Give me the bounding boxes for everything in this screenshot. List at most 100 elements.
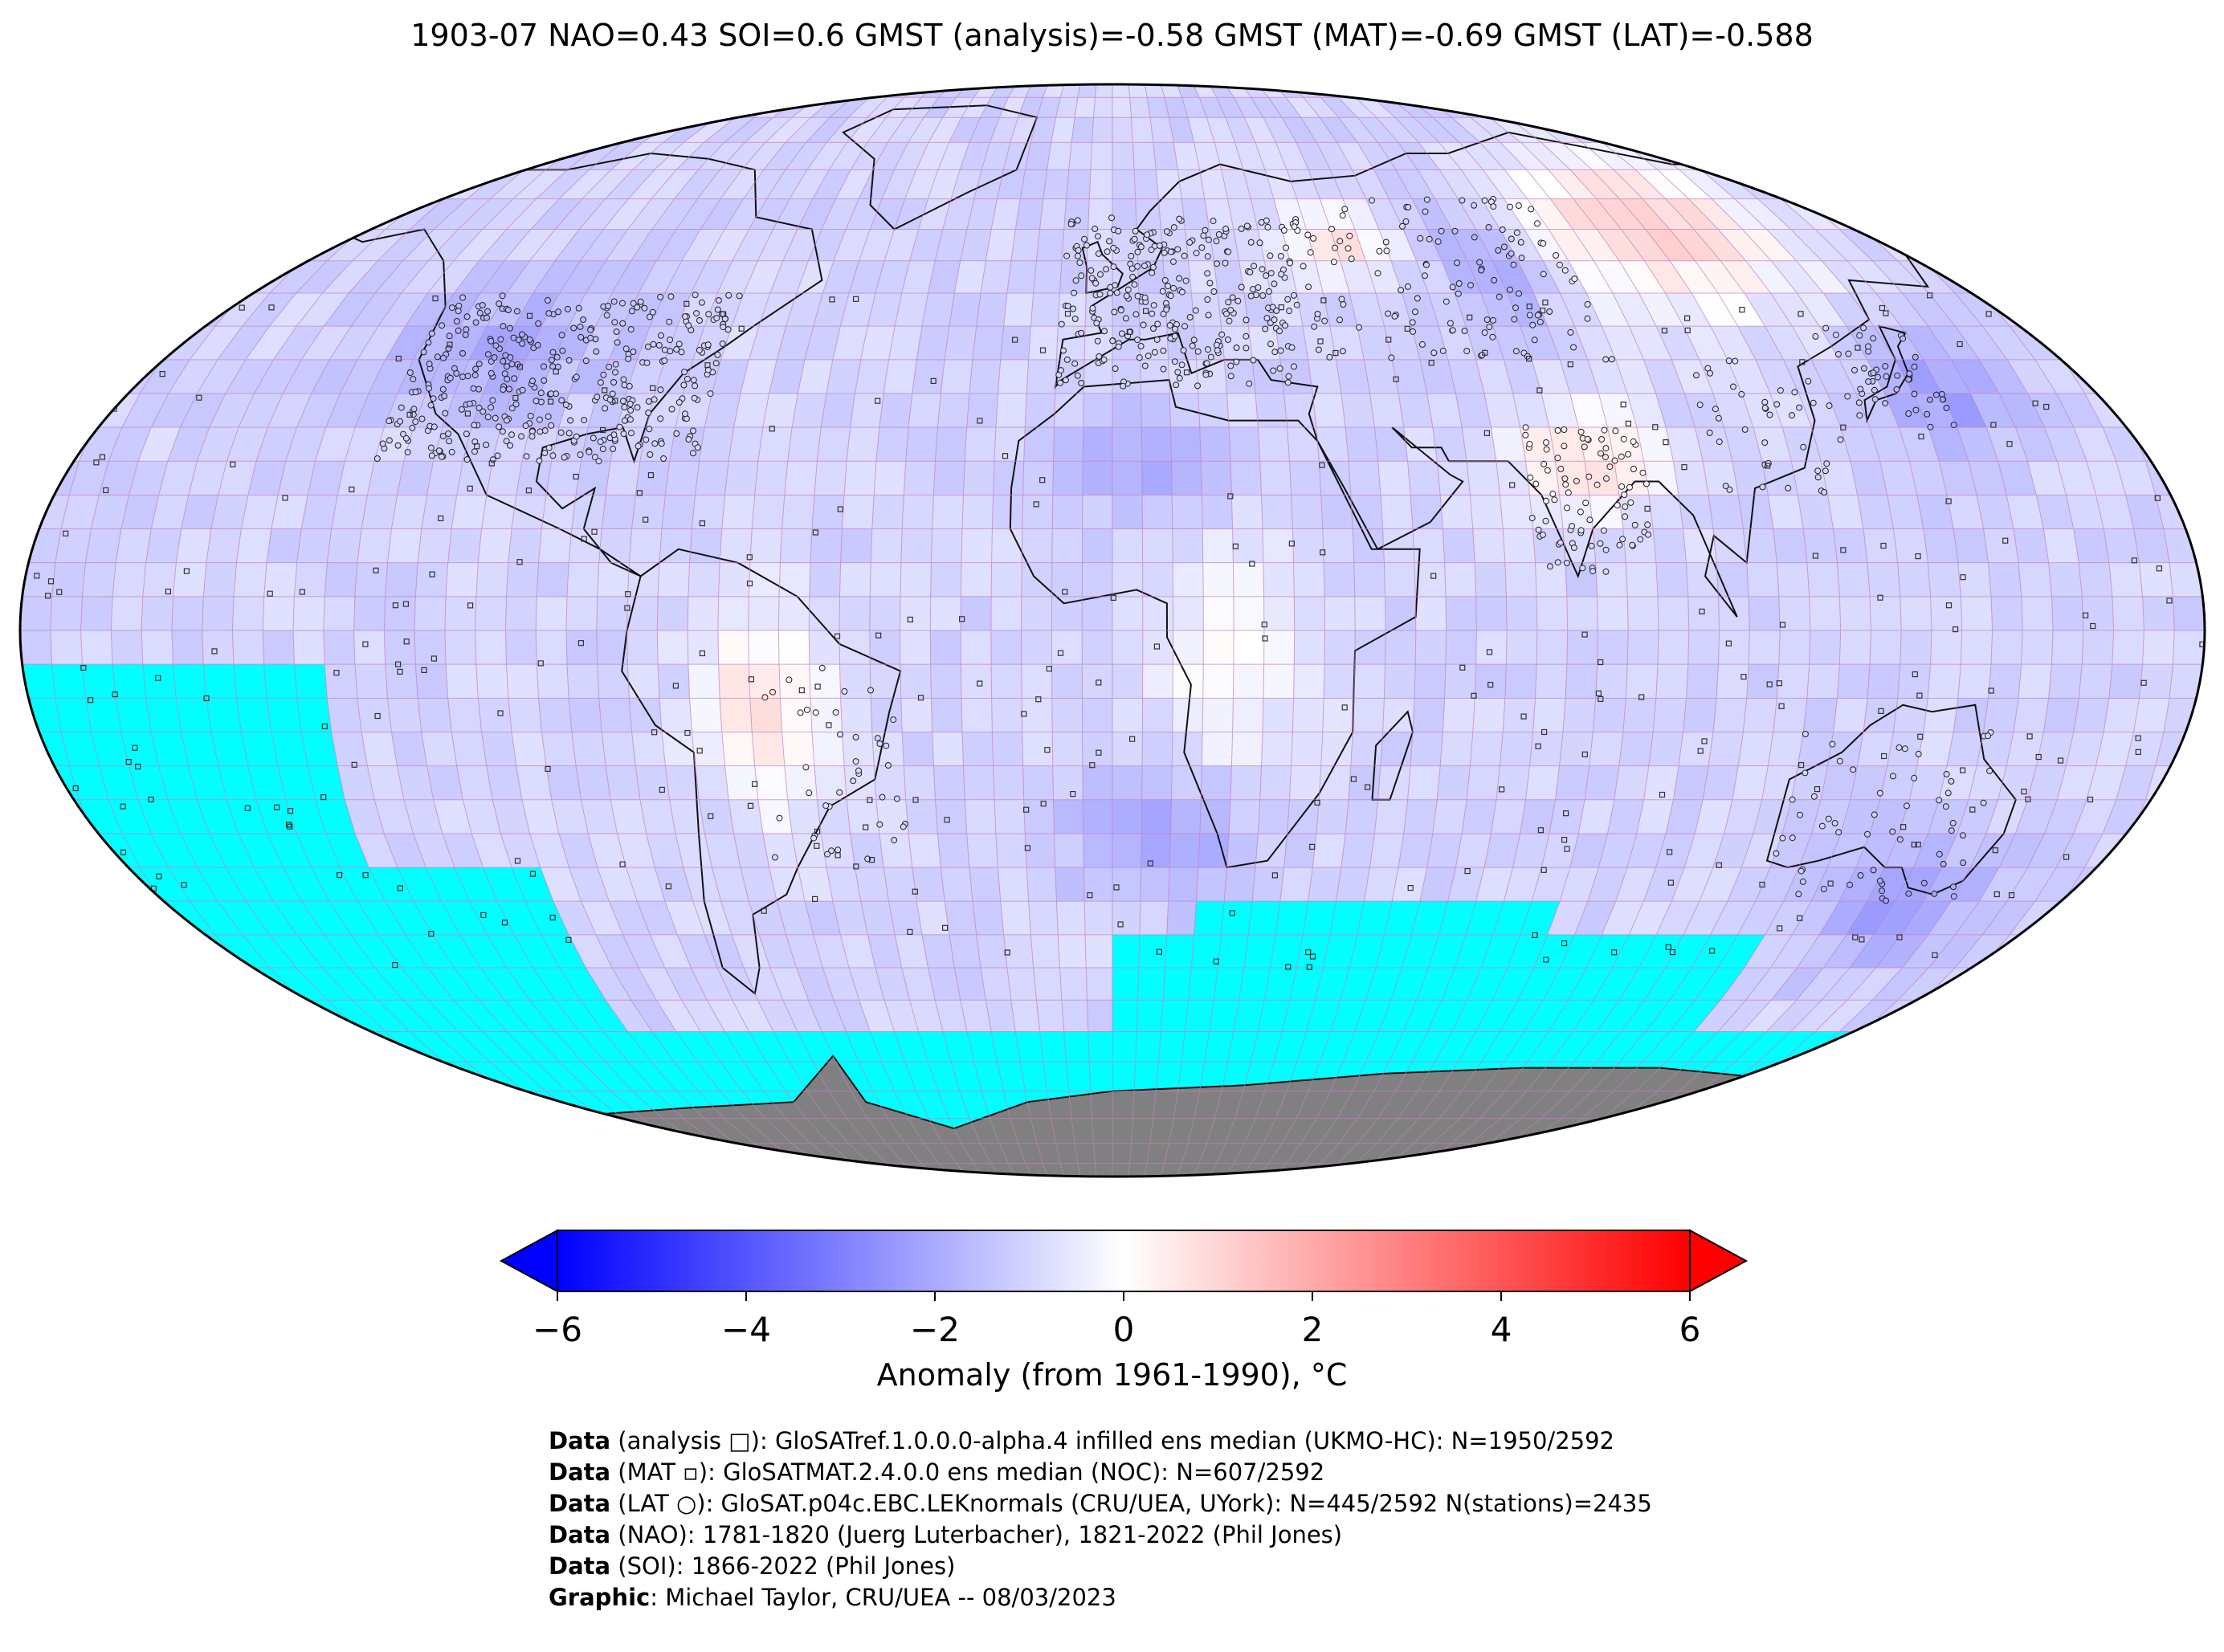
grid-cell: [541, 732, 577, 766]
grid-cell: [1324, 664, 1355, 699]
grid-cell: [1340, 968, 1376, 1001]
grid-cell: [1777, 562, 1810, 597]
grid-cell: [214, 934, 270, 968]
grid-cell: [867, 934, 902, 968]
grid-cell: [969, 359, 1001, 394]
grid-cell: [451, 495, 487, 529]
grid-cell: [1170, 799, 1202, 834]
grid-cell: [197, 427, 239, 462]
grid-cell: [345, 427, 385, 462]
grid-cell: [311, 359, 357, 394]
grid-cell: [1961, 630, 1993, 665]
grid-cell: [239, 393, 284, 427]
grid-cell: [1643, 765, 1679, 800]
grid-cell: [2006, 495, 2044, 529]
grid-cell: [1666, 427, 1704, 462]
grid-cell: [1957, 664, 1991, 699]
grid-cell: [1375, 934, 1412, 968]
grid-cell: [1414, 664, 1446, 699]
grid-cell: [1746, 664, 1779, 699]
grid-cell: [2021, 596, 2054, 630]
grid-cell: [1796, 968, 1850, 1001]
grid-cell: [2125, 732, 2164, 766]
grid-cell: [1443, 528, 1475, 563]
grid-cell: [1928, 562, 1961, 597]
grid-cell: [384, 596, 416, 630]
grid-cell: [1850, 461, 1887, 496]
grid-cell: [1713, 698, 1747, 732]
grid-cell: [732, 1000, 773, 1032]
grid-cell: [141, 596, 173, 630]
grid-cell: [1525, 765, 1560, 800]
grid-cell: [1412, 1031, 1452, 1063]
grid-cell: [2095, 495, 2134, 529]
grid-cell: [1870, 596, 1902, 630]
grid-cell: [733, 393, 769, 427]
grid-cell: [1586, 934, 1630, 968]
grid-cell: [1738, 495, 1773, 529]
grid-cell: [732, 934, 770, 968]
grid-cell: [324, 934, 375, 968]
grid-cell: [1432, 799, 1467, 834]
grid-cell: [712, 359, 749, 394]
grid-cell: [254, 359, 302, 394]
grid-cell: [1134, 1062, 1159, 1091]
grid-cell: [1320, 495, 1353, 529]
grid-cell: [1411, 901, 1448, 935]
grid-cell: [904, 765, 936, 800]
grid-cell: [1112, 630, 1143, 665]
grid-cell: [1798, 495, 1834, 529]
grid-cell: [1840, 427, 1880, 462]
grid-cell: [537, 664, 569, 699]
grid-cell: [1231, 732, 1263, 766]
grid-cell: [234, 664, 267, 699]
grid-cell: [190, 326, 243, 360]
grid-cell: [928, 968, 961, 1001]
grid-cell: [875, 799, 909, 834]
grid-cell: [1744, 934, 1793, 968]
grid-cell: [1353, 528, 1385, 563]
grid-cell: [1232, 698, 1263, 732]
grid-cell: [798, 359, 833, 394]
grid-cell: [1324, 562, 1355, 597]
grid-cell: [1426, 393, 1463, 427]
grid-cell: [998, 867, 1029, 902]
grid-cell: [492, 799, 530, 834]
grid-cell: [1566, 630, 1598, 665]
grid-cell: [1444, 562, 1476, 597]
grid-cell: [1720, 968, 1771, 1001]
grid-cell: [1783, 359, 1828, 394]
grid-cell: [1382, 528, 1414, 563]
grid-cell: [905, 427, 938, 462]
grid-cell: [514, 934, 560, 968]
grid-cell: [1329, 901, 1365, 935]
grid-cell: [581, 799, 618, 834]
grid-cell: [1161, 1000, 1189, 1032]
grid-cell: [55, 698, 92, 732]
grid-cell: [176, 698, 211, 732]
grid-cell: [226, 359, 274, 394]
grid-cell: [254, 867, 302, 902]
grid-cell: [1141, 765, 1173, 800]
grid-cell: [1458, 1031, 1500, 1063]
colorbar-bar: [557, 1230, 1691, 1292]
grid-cell: [2048, 562, 2083, 597]
grid-cell: [1221, 901, 1253, 935]
grid-cell: [1112, 528, 1143, 563]
grid-cell: [875, 427, 909, 462]
grid-cell: [1202, 495, 1233, 529]
grid-cell: [357, 326, 406, 360]
colorbar: −6 −4 −2 0 2 4 6: [499, 1229, 1749, 1349]
grid-cell: [1857, 732, 1894, 766]
grid-cell: [1686, 664, 1719, 699]
grid-cell: [1679, 732, 1713, 766]
grid-cell: [69, 461, 109, 496]
grid-cell: [961, 664, 992, 699]
grid-cell: [1746, 562, 1779, 597]
grid-cell: [538, 698, 572, 732]
grid-cell: [1083, 427, 1112, 462]
grid-cell: [1022, 495, 1053, 529]
grid-cell: [1655, 664, 1688, 699]
grid-cell: [1006, 968, 1037, 1001]
grid-cell: [1673, 765, 1709, 800]
